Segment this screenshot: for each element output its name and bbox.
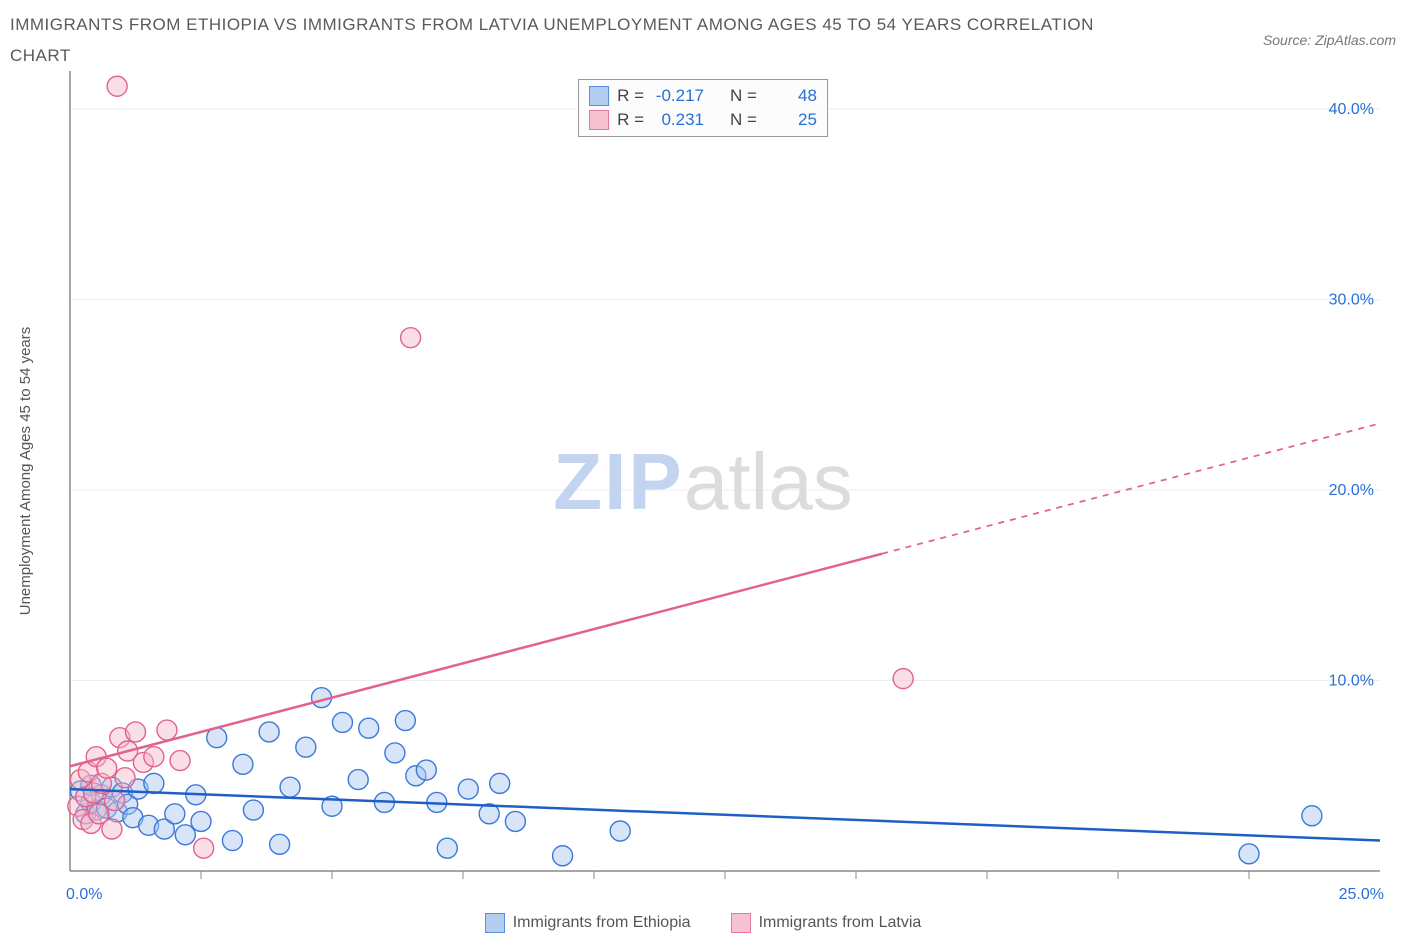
svg-text:30.0%: 30.0% <box>1329 292 1374 309</box>
stats-row-ethiopia: R = -0.217 N = 48 <box>589 84 817 108</box>
n-label: N = <box>730 86 757 106</box>
legend-swatch-latvia <box>731 913 751 933</box>
svg-text:20.0%: 20.0% <box>1329 482 1374 499</box>
legend-item-latvia: Immigrants from Latvia <box>731 913 922 933</box>
chart-title: IMMIGRANTS FROM ETHIOPIA VS IMMIGRANTS F… <box>10 10 1110 71</box>
legend-label-latvia: Immigrants from Latvia <box>759 914 922 932</box>
r-label: R = <box>617 86 644 106</box>
n-label: N = <box>730 110 757 130</box>
chart-container: ZIPatlas 10.0%20.0%30.0%40.0%0.0%25.0%Un… <box>10 71 1396 911</box>
swatch-latvia <box>589 110 609 130</box>
r-value-ethiopia: -0.217 <box>652 86 704 106</box>
svg-text:Unemployment Among Ages 45 to: Unemployment Among Ages 45 to 54 years <box>17 327 34 616</box>
header-row: IMMIGRANTS FROM ETHIOPIA VS IMMIGRANTS F… <box>10 10 1396 71</box>
legend-bottom: Immigrants from Ethiopia Immigrants from… <box>10 913 1396 933</box>
svg-text:40.0%: 40.0% <box>1329 101 1374 118</box>
svg-text:25.0%: 25.0% <box>1339 886 1384 903</box>
scatter-chart: 10.0% 20.0% 30.0% 40.0% 0.0% 25.0% Unemploymen… <box>10 71 1396 911</box>
n-value-ethiopia: 48 <box>765 86 817 106</box>
legend-swatch-ethiopia <box>485 913 505 933</box>
stats-legend-box: R = -0.217 N = 48 R = 0.231 N = 25 <box>578 79 828 137</box>
source-attribution: Source: ZipAtlas.com <box>1263 32 1396 48</box>
r-label: R = <box>617 110 644 130</box>
legend-label-ethiopia: Immigrants from Ethiopia <box>513 914 691 932</box>
svg-text:0.0%: 0.0% <box>66 886 102 903</box>
swatch-ethiopia <box>589 86 609 106</box>
stats-row-latvia: R = 0.231 N = 25 <box>589 108 817 132</box>
r-value-latvia: 0.231 <box>652 110 704 130</box>
n-value-latvia: 25 <box>765 110 817 130</box>
legend-item-ethiopia: Immigrants from Ethiopia <box>485 913 691 933</box>
svg-text:10.0%: 10.0% <box>1329 673 1374 690</box>
